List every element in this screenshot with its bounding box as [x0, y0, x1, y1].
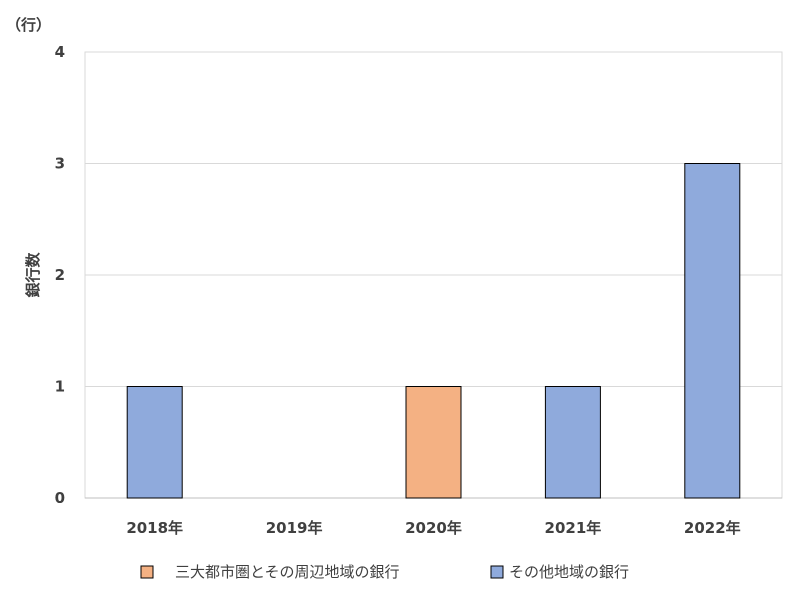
- y-tick-label: 3: [55, 155, 65, 173]
- x-tick-label: 2018年: [126, 519, 183, 537]
- legend-swatch: [140, 565, 154, 579]
- legend-label: その他地域の銀行: [509, 563, 629, 581]
- bar: [544, 386, 601, 499]
- y-tick-label: 4: [55, 43, 65, 61]
- bar: [405, 386, 462, 499]
- legend-label: 三大都市圏とその周辺地域の銀行: [175, 563, 400, 581]
- y-tick-labels: 0 1 2 3 4: [55, 43, 65, 507]
- x-tick-label: 2019年: [266, 519, 323, 537]
- legend: 三大都市圏とその周辺地域の銀行 その他地域の銀行: [140, 563, 629, 581]
- y-tick-label: 2: [55, 266, 65, 284]
- bars: [126, 163, 741, 499]
- y-tick-label: 1: [55, 378, 65, 396]
- x-tick-labels: 2018年 2019年 2020年 2021年 2022年: [126, 519, 740, 537]
- x-tick-label: 2022年: [684, 519, 741, 537]
- x-tick-label: 2021年: [545, 519, 602, 537]
- x-tick-label: 2020年: [405, 519, 462, 537]
- legend-swatch: [490, 565, 504, 579]
- bar: [126, 386, 183, 499]
- y-unit-label: （行）: [6, 16, 51, 34]
- bar: [684, 163, 741, 499]
- y-axis-title: 銀行数: [24, 252, 42, 298]
- y-tick-label: 0: [55, 489, 65, 507]
